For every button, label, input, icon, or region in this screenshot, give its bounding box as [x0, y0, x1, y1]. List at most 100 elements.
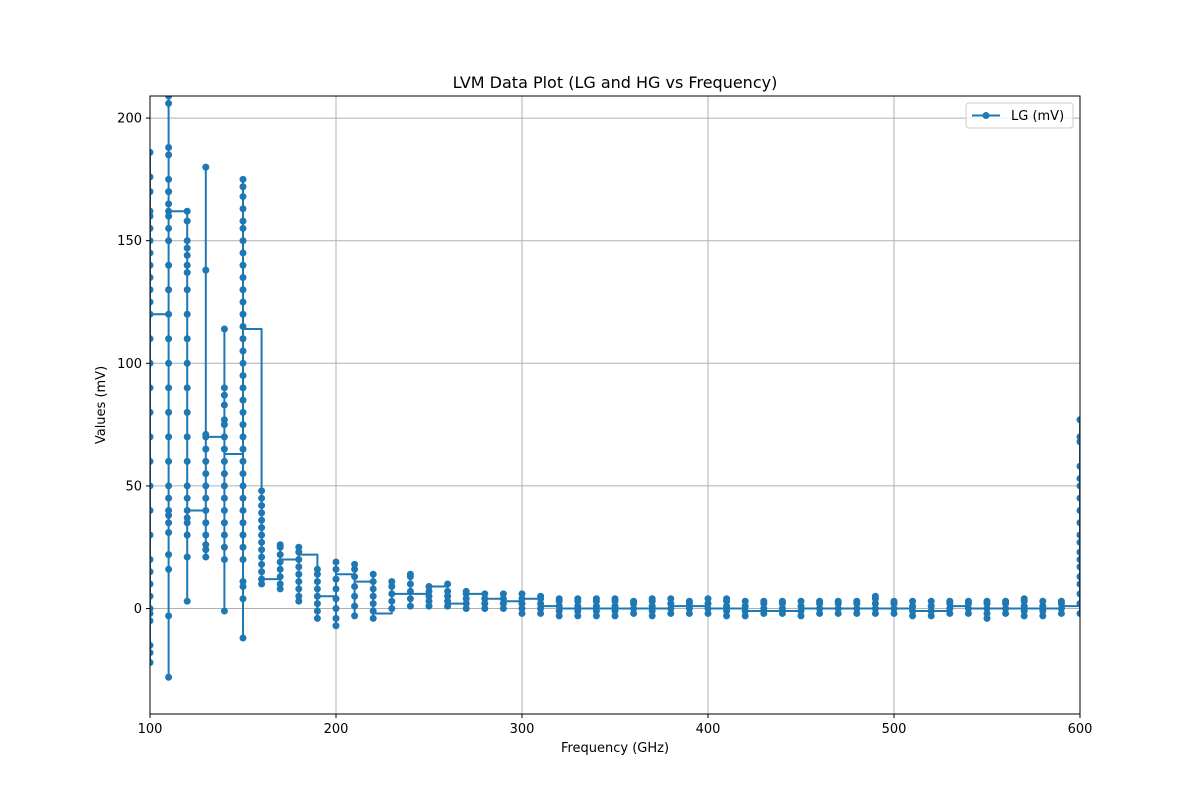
data-point [537, 605, 545, 613]
data-point [295, 585, 303, 593]
data-point [481, 590, 489, 598]
data-point [258, 553, 266, 561]
data-point [165, 151, 173, 159]
data-point [150, 273, 154, 281]
data-point [258, 538, 266, 546]
data-point [518, 605, 526, 613]
y-tick-label: 50 [125, 479, 142, 494]
data-point [150, 148, 154, 156]
data-point [258, 531, 266, 539]
data-point [741, 607, 749, 615]
data-point [927, 597, 935, 605]
data-point [239, 323, 247, 331]
data-point [165, 408, 173, 416]
plot-frame [149, 95, 1081, 715]
data-point [183, 433, 191, 441]
data-point [183, 251, 191, 259]
data-point [202, 445, 210, 453]
data-point [165, 261, 173, 269]
data-point [220, 391, 228, 399]
data-point [276, 558, 284, 566]
data-point [444, 597, 452, 605]
data-point [239, 310, 247, 318]
data-point [183, 261, 191, 269]
data-point [1039, 602, 1047, 610]
data-point [630, 605, 638, 613]
data-point [834, 609, 842, 617]
data-point [723, 602, 731, 610]
data-point [220, 556, 228, 563]
data-point [150, 580, 154, 588]
series-lg [150, 96, 1080, 681]
data-point [183, 514, 191, 522]
data-point [369, 578, 377, 586]
data-point [183, 408, 191, 416]
data-point [909, 607, 917, 615]
data-point [239, 286, 247, 294]
data-point [295, 543, 303, 551]
data-point [183, 597, 191, 605]
data-point [853, 609, 861, 617]
data-point [220, 531, 228, 539]
data-point [853, 605, 861, 613]
data-point [1020, 612, 1028, 620]
data-point [165, 188, 173, 196]
data-point [1039, 597, 1047, 605]
data-point [444, 587, 452, 595]
data-point [946, 605, 954, 613]
data-point [165, 212, 173, 220]
data-point [150, 249, 154, 257]
data-point [150, 224, 154, 232]
data-point [258, 546, 266, 554]
data-point [1002, 597, 1010, 605]
data-point [630, 597, 638, 605]
data-point [871, 605, 879, 613]
data-point [276, 573, 284, 581]
data-point [258, 560, 266, 568]
data-point [239, 396, 247, 404]
data-point [150, 207, 154, 215]
data-point [723, 595, 731, 603]
data-point [332, 558, 340, 566]
data-point [871, 600, 879, 608]
data-point [220, 457, 228, 465]
data-point [220, 445, 228, 453]
data-point [499, 595, 507, 603]
data-point [369, 607, 377, 615]
y-tick-label: 0 [134, 602, 142, 617]
data-point [481, 605, 489, 613]
data-point [1076, 519, 1080, 527]
data-point [150, 617, 154, 625]
legend-box [965, 102, 1074, 129]
data-point [183, 286, 191, 294]
data-point [1057, 605, 1065, 613]
data-point [909, 597, 917, 605]
data-point [723, 612, 731, 620]
data-point [258, 568, 266, 576]
data-point [760, 605, 768, 613]
data-point [462, 600, 470, 608]
data-point [313, 600, 321, 608]
data-point [313, 592, 321, 600]
data-point [202, 519, 210, 527]
data-point [555, 612, 563, 620]
data-point [667, 600, 675, 608]
data-point [369, 592, 377, 600]
data-point [481, 595, 489, 603]
data-point [220, 433, 228, 441]
legend-label-lg: LG (mV) [1011, 109, 1064, 124]
data-point [816, 605, 824, 613]
data-point [611, 595, 619, 603]
data-point [183, 384, 191, 392]
data-point [239, 359, 247, 367]
data-point [332, 614, 340, 622]
data-point [313, 607, 321, 615]
data-point [351, 565, 359, 573]
data-point [1057, 609, 1065, 617]
data-point [258, 524, 266, 532]
data-point [667, 605, 675, 613]
data-point [295, 570, 303, 578]
data-point [239, 457, 247, 465]
data-point [239, 582, 247, 590]
